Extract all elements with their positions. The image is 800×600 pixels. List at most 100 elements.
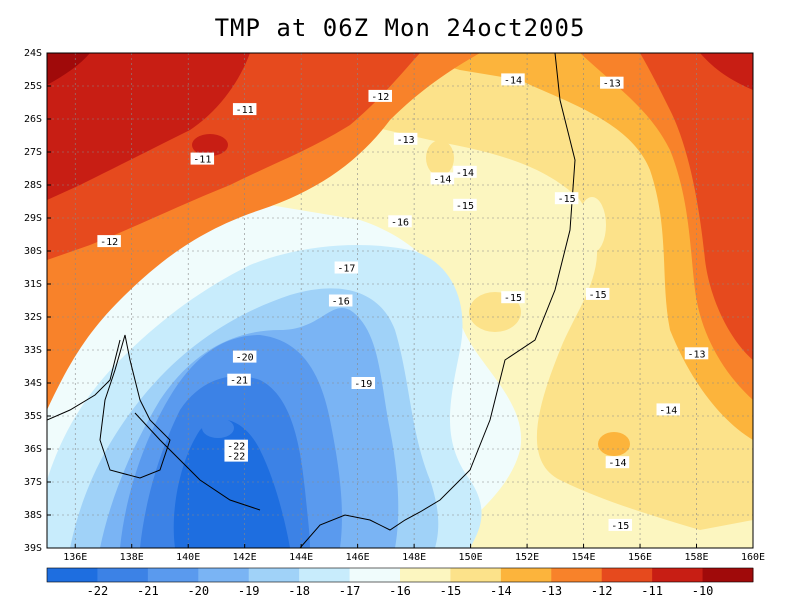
contour-label-box [684, 347, 709, 360]
colorbar-label: -20 [187, 584, 209, 598]
contour-label-text: -14 [433, 174, 451, 185]
contour-label: -22 [224, 449, 248, 463]
contour-label-box [430, 172, 455, 185]
contour-label: -11 [232, 103, 257, 116]
contour-label-text: -21 [230, 376, 248, 387]
colorbar-swatch [400, 568, 451, 582]
contour-label-box [393, 132, 418, 145]
field-bubble-cold [202, 418, 234, 438]
lon-tick-label: 146E [346, 552, 370, 563]
colorbar-label: -22 [87, 584, 109, 598]
contour-label-box [334, 261, 359, 274]
colorbar: -22 -21 -20 -19 -18 -17 -16 -15 -14 -13 -12 -11 -10 [46, 567, 754, 598]
lon-tick-label: 148E [402, 552, 426, 563]
contour-label-text: -14 [504, 75, 522, 86]
colorbar-swatch [551, 568, 603, 582]
contour-label-text: -17 [337, 264, 355, 275]
contour-label-text: -16 [332, 297, 350, 308]
contour-label-text: -12 [100, 237, 118, 248]
field-minus-13 [400, 53, 753, 440]
contour-label: -21 [227, 373, 251, 387]
contour-label-box [368, 89, 392, 102]
contour-label: -13 [600, 76, 624, 90]
lat-tick-label: 27S [24, 147, 42, 158]
colorbar-swatch [147, 568, 199, 582]
lon-tick-label: 144E [289, 552, 313, 563]
lon-tick-label: 158E [684, 552, 708, 563]
contour-label-box [554, 192, 579, 205]
colorbar-label: -12 [591, 584, 613, 598]
contour-label-text: -22 [227, 442, 245, 453]
contour-label-text: -12 [371, 92, 389, 103]
contour-label-box [501, 291, 525, 304]
lon-tick-label: 150E [459, 552, 483, 563]
contour-labels: -11 -11 -12 -12 -13 -13 -13 -14 -14 -14 -14 -14 -15 -… [97, 73, 709, 532]
contour-label-text: -11 [236, 105, 254, 116]
colorbar-label: -21 [137, 584, 159, 598]
colorbar-swatch [299, 568, 351, 582]
contour-label-text: -22 [227, 452, 245, 463]
contour-label: -16 [328, 294, 353, 308]
colorbar-frame [46, 567, 754, 583]
lon-tick-label: 140E [176, 552, 200, 563]
contour-label-text: -15 [456, 201, 474, 212]
field-minus-22 [173, 419, 290, 548]
coastline-sa-coast [47, 339, 121, 421]
field-minus-11-right [640, 53, 753, 360]
lon-tick-label: 156E [628, 552, 652, 563]
contour-label-box [585, 287, 610, 300]
lat-tick-label: 34S [24, 378, 42, 389]
lat-tick-label: 26S [24, 114, 42, 125]
contour-label-box [328, 294, 353, 307]
contour-label: -19 [351, 377, 376, 390]
latitude-tick-labels: 24S 25S 26S 27S 28S 29S 30S 31S 32S 33S 34S 35S 36S 3… [24, 48, 51, 554]
contour-label-box [605, 456, 630, 469]
contour-label-box [232, 350, 257, 363]
contour-label-box [224, 449, 248, 462]
contour-label: -20 [232, 350, 257, 364]
contour-label: -14 [430, 172, 455, 185]
contour-label: -14 [605, 456, 630, 469]
lat-tick-label: 39S [24, 543, 42, 554]
contour-label: -15 [501, 291, 525, 304]
colorbar-swatch [97, 568, 149, 582]
lat-tick-label: 32S [24, 312, 42, 323]
contour-label: -13 [684, 347, 709, 360]
colorbar-label: -16 [389, 584, 411, 598]
contour-label-box [227, 373, 251, 386]
contour-label-box [190, 152, 215, 165]
lon-tick-label: 142E [233, 552, 257, 563]
contour-label-text: -13 [687, 349, 705, 360]
contour-label-text: -15 [589, 290, 607, 301]
contour-label-box [453, 198, 477, 211]
coastline-east [299, 53, 576, 548]
colorbar-label: -10 [692, 584, 714, 598]
map-title: TMP at 06Z Mon 24oct2005 [214, 14, 586, 42]
lon-tick-label: 152E [515, 552, 539, 563]
contour-label: -14 [453, 165, 477, 179]
field-minus-10-right [700, 53, 753, 90]
contour-label: -14 [656, 403, 681, 416]
colorbar-label: -19 [238, 584, 260, 598]
contour-label-text: -14 [659, 405, 677, 416]
contour-label-text: -14 [456, 168, 474, 179]
colorbar-label: -18 [288, 584, 310, 598]
field-minus-14 [300, 53, 753, 530]
colorbar-swatch [652, 568, 704, 582]
contour-label: -15 [608, 518, 633, 532]
contour-label: -12 [368, 89, 392, 103]
contour-label: -15 [554, 192, 579, 205]
lat-tick-label: 35S [24, 411, 42, 422]
colorbar-swatch [198, 568, 250, 582]
contour-label-box [232, 103, 257, 116]
contour-label: -22 [224, 439, 248, 453]
lat-tick-label: 29S [24, 213, 42, 224]
lat-tick-label: 31S [24, 279, 42, 290]
contour-label-text: -14 [608, 458, 626, 469]
contour-label-text: -16 [391, 217, 409, 228]
contour-label: -13 [393, 132, 418, 146]
colorbar-label: -13 [540, 584, 562, 598]
contour-fields [47, 53, 753, 548]
colorbar-swatch [702, 568, 754, 582]
